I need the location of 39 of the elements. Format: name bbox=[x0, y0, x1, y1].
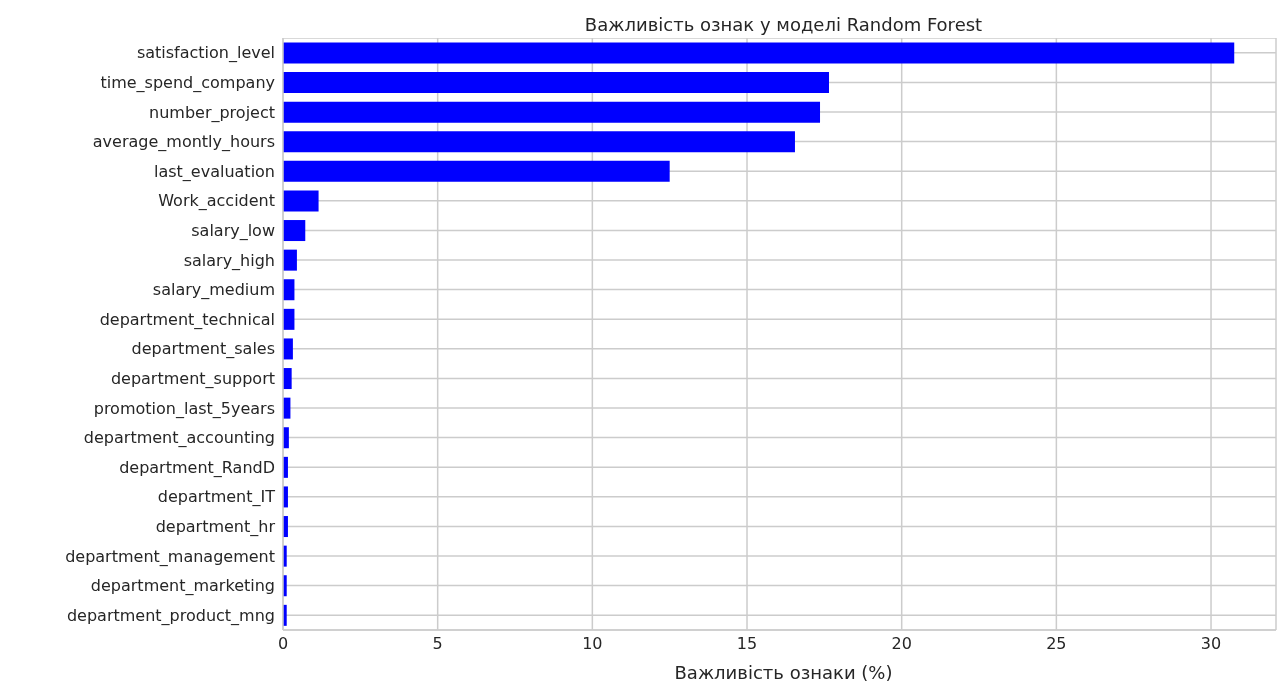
y-tick-label: department_hr bbox=[155, 517, 276, 538]
y-tick-label: salary_low bbox=[191, 221, 275, 242]
bar bbox=[283, 160, 670, 182]
y-tick-label: average_montly_hours bbox=[92, 132, 275, 153]
y-tick-label: salary_medium bbox=[152, 280, 275, 301]
bar bbox=[283, 101, 821, 123]
x-tick-label: 30 bbox=[1200, 634, 1222, 654]
x-axis-title: Важливість ознаки (%) bbox=[673, 662, 894, 683]
y-tick-label: satisfaction_level bbox=[136, 43, 275, 64]
y-tick-label: department_accounting bbox=[83, 428, 275, 449]
bar bbox=[283, 72, 829, 94]
y-tick-label: promotion_last_5years bbox=[93, 398, 275, 419]
y-tick-label: department_RandD bbox=[119, 457, 275, 478]
bar bbox=[283, 131, 795, 153]
x-tick-label: 20 bbox=[891, 634, 912, 654]
x-tick-label: 5 bbox=[432, 634, 443, 654]
y-tick-label: department_sales bbox=[131, 339, 275, 360]
bar bbox=[283, 368, 292, 390]
y-tick-label: department_technical bbox=[99, 309, 275, 330]
y-tick-label: department_IT bbox=[157, 487, 276, 508]
bar bbox=[283, 249, 297, 271]
y-tick-label: number_project bbox=[149, 102, 275, 123]
bar bbox=[283, 42, 1235, 64]
x-tick-label: 10 bbox=[582, 634, 603, 654]
bar bbox=[283, 338, 293, 360]
x-tick-label: 15 bbox=[736, 634, 758, 654]
y-tick-label: Work_accident bbox=[158, 191, 275, 212]
x-tick-label: 25 bbox=[1046, 634, 1067, 654]
x-tick-label: 0 bbox=[277, 634, 289, 654]
bar bbox=[283, 220, 306, 242]
y-tick-label: department_product_mng bbox=[66, 605, 275, 626]
y-tick-label: salary_high bbox=[183, 250, 275, 271]
y-tick-label: department_management bbox=[65, 546, 275, 567]
y-tick-label: department_support bbox=[110, 369, 275, 390]
chart-title: Важливість ознак у моделі Random Forest bbox=[583, 14, 984, 35]
y-tick-label: department_marketing bbox=[90, 576, 275, 597]
bar bbox=[283, 190, 319, 212]
y-tick-label: last_evaluation bbox=[153, 161, 275, 182]
y-tick-label: time_spend_company bbox=[100, 73, 275, 94]
